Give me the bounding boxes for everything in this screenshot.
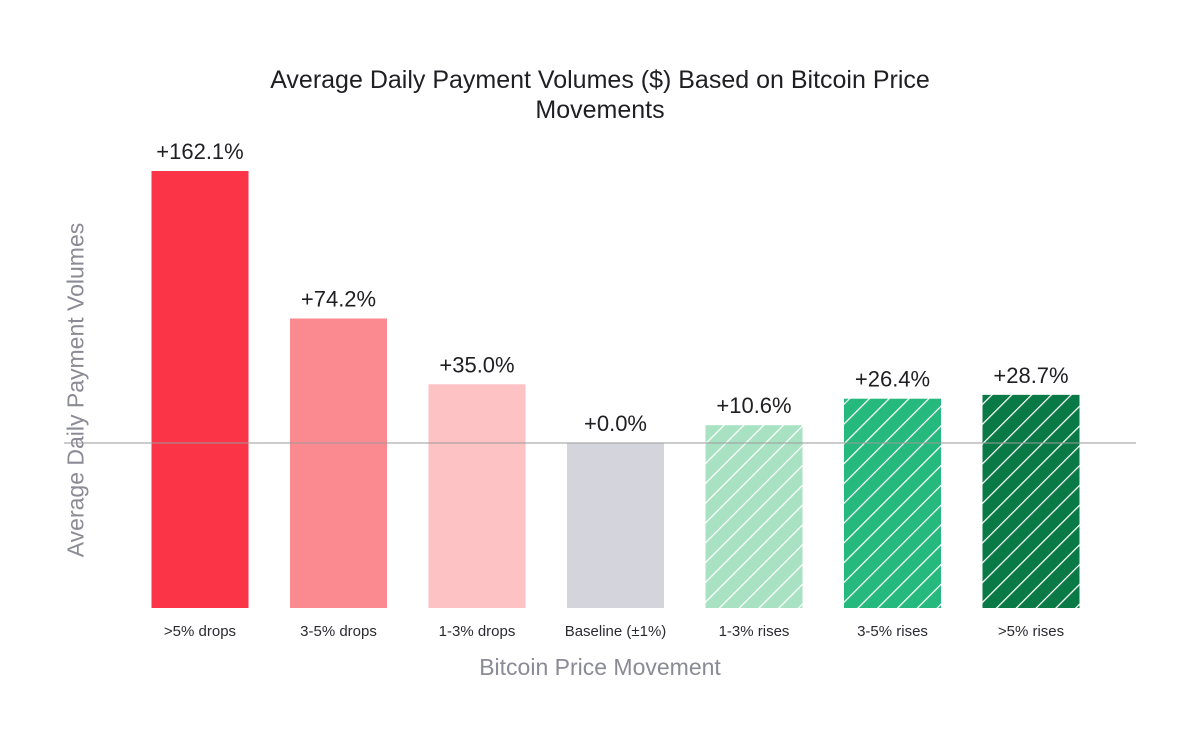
bar-5 [705,425,803,608]
bar-3 [428,384,526,608]
x-axis-label: Bitcoin Price Movement [479,654,721,680]
value-label-5: +10.6% [716,393,791,418]
value-labels-group: +162.1% +74.2% +35.0% +0.0% +10.6% +26.4% +28.… [156,139,1068,436]
category-label-5: 1-3% rises [719,623,790,640]
value-label-7: +28.7% [993,363,1068,388]
category-label-4: Baseline (±1%) [565,623,667,640]
chart-title-line-2: Movements [535,96,665,124]
bar-7 [982,394,1080,608]
category-label-3: 1-3% drops [439,623,516,640]
bars-group [151,171,1080,608]
bar-6 [844,398,941,608]
value-label-3: +35.0% [439,352,514,377]
category-labels-group: >5% drops 3-5% drops 1-3% drops Baseline (±… [164,623,1064,640]
chart-title-line-1: Average Daily Payment Volumes ($) Based … [270,66,930,94]
value-label-4: +0.0% [584,411,647,436]
value-label-2: +74.2% [301,286,376,311]
category-label-1: >5% drops [164,623,236,640]
bar-2 [290,318,387,608]
category-label-6: 3-5% rises [857,623,928,640]
value-label-6: +26.4% [855,367,930,392]
value-label-1: +162.1% [156,139,243,164]
bar-1 [151,171,249,608]
bar-4 [567,443,664,608]
category-label-7: >5% rises [998,623,1064,640]
category-label-2: 3-5% drops [300,623,377,640]
